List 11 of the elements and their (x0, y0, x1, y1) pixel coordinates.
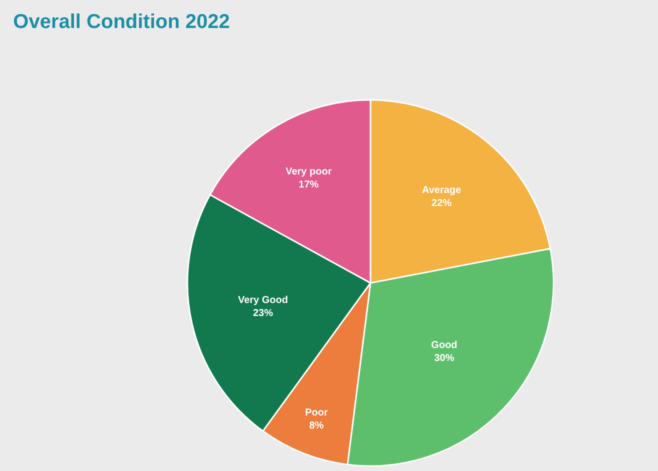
data-label: 8% (309, 420, 324, 432)
data-label: 30% (434, 353, 454, 364)
data-label: 17% (298, 180, 319, 191)
chart-title: Overall Condition 2022 (13, 11, 230, 34)
data-label: 22% (432, 198, 452, 209)
slice-label: Poor (305, 407, 328, 418)
slice-label: Average (422, 184, 462, 196)
slice-label: Very Good (238, 294, 288, 306)
slice-label: Good (431, 340, 458, 352)
slice-label: Very poor (286, 166, 332, 178)
data-label: 23% (252, 308, 274, 319)
